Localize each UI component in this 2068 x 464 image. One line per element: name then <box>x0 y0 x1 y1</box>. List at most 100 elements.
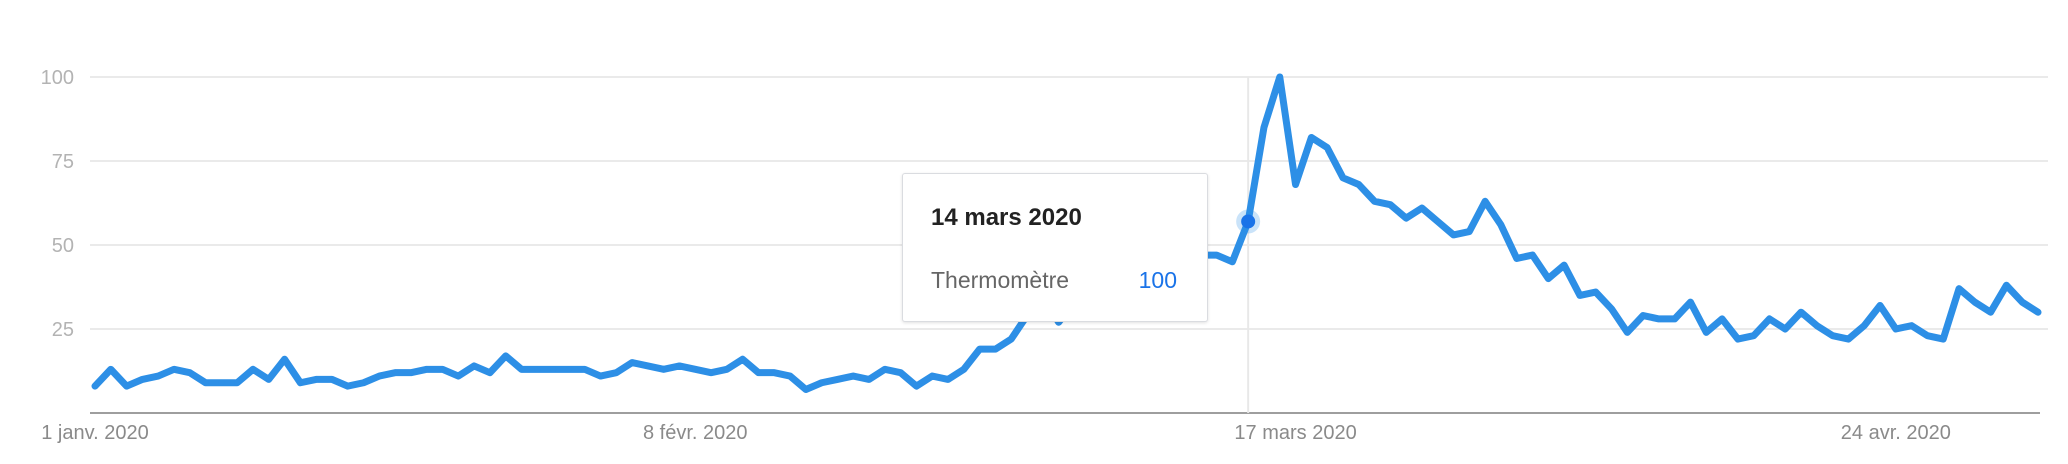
data-point <box>1355 181 1362 188</box>
data-point <box>170 366 177 373</box>
data-point <box>739 356 746 363</box>
data-point <box>676 362 683 369</box>
data-point <box>107 366 114 373</box>
data-point <box>1513 255 1520 262</box>
data-point <box>328 376 335 383</box>
data-point <box>881 366 888 373</box>
data-point <box>629 359 636 366</box>
data-point <box>1324 144 1331 151</box>
x-tick-label: 8 févr. 2020 <box>643 422 748 444</box>
data-point <box>202 379 209 386</box>
data-point <box>660 366 667 373</box>
data-point <box>976 346 983 353</box>
data-point <box>518 366 525 373</box>
data-point <box>945 376 952 383</box>
data-point <box>708 369 715 376</box>
data-point <box>534 366 541 373</box>
data-point <box>1908 322 1915 329</box>
data-point <box>581 366 588 373</box>
data-point <box>186 369 193 376</box>
data-point <box>1687 299 1694 306</box>
data-point <box>1387 201 1394 208</box>
data-point <box>597 373 604 380</box>
data-point <box>2019 299 2026 306</box>
y-tick-label: 25 <box>52 319 74 341</box>
tooltip: 14 mars 2020 Thermomètre 100 <box>902 173 1208 322</box>
data-point <box>692 366 699 373</box>
data-point <box>139 376 146 383</box>
data-point <box>644 362 651 369</box>
data-point <box>439 366 446 373</box>
data-point <box>755 369 762 376</box>
data-point <box>1229 258 1236 265</box>
y-tick-label: 75 <box>52 151 74 173</box>
data-point <box>802 386 809 393</box>
data-point <box>1608 305 1615 312</box>
data-point <box>1545 275 1552 282</box>
data-point <box>123 383 130 390</box>
x-tick-label: 1 janv. 2020 <box>41 422 149 444</box>
data-point <box>1624 329 1631 336</box>
tooltip-series-name: Thermomètre <box>931 267 1070 293</box>
data-point <box>376 373 383 380</box>
data-point <box>929 373 936 380</box>
hover-point[interactable] <box>1241 214 1256 229</box>
data-point <box>1861 322 1868 329</box>
data-point <box>297 379 304 386</box>
tooltip-date: 14 mars 2020 <box>931 204 1082 231</box>
data-point <box>92 383 98 390</box>
data-point <box>1561 262 1568 269</box>
data-point <box>913 383 920 390</box>
data-point <box>1482 198 1489 205</box>
data-point <box>313 376 320 383</box>
data-point <box>1640 312 1647 319</box>
data-point <box>1466 228 1473 235</box>
data-point <box>818 379 825 386</box>
data-point <box>992 346 999 353</box>
tooltip-value: 100 <box>1138 267 1177 293</box>
data-point <box>565 366 572 373</box>
y-tick-label: 50 <box>52 235 74 257</box>
data-point <box>1529 252 1536 259</box>
data-point <box>502 352 509 359</box>
data-point <box>1592 289 1599 296</box>
data-point <box>1276 74 1283 80</box>
data-point <box>1418 205 1425 212</box>
data-point <box>407 369 414 376</box>
data-point <box>471 362 478 369</box>
data-point <box>155 373 162 380</box>
data-point <box>1892 326 1899 332</box>
data-point <box>1450 231 1457 238</box>
data-point <box>1403 215 1410 222</box>
data-point <box>723 366 730 373</box>
x-axis-tick-labels: 1 janv. 2020 8 févr. 2020 17 mars 2020 24 a… <box>41 422 1951 444</box>
data-point <box>265 376 272 383</box>
data-point <box>1924 332 1931 339</box>
data-point <box>1782 326 1789 332</box>
data-point <box>2035 309 2041 316</box>
data-point <box>1671 315 1678 322</box>
data-point <box>360 379 367 386</box>
data-point <box>1308 134 1315 141</box>
data-point <box>1008 336 1015 343</box>
data-point <box>787 373 794 380</box>
data-point <box>1987 309 1994 316</box>
data-point <box>834 376 841 383</box>
data-point <box>1434 218 1441 225</box>
data-point <box>1877 302 1884 309</box>
data-point <box>2003 282 2010 289</box>
data-point <box>1971 299 1978 306</box>
x-tick-label: 24 avr. 2020 <box>1841 422 1951 444</box>
data-point <box>1371 198 1378 205</box>
data-point <box>1956 285 1963 292</box>
data-point <box>1497 221 1504 228</box>
data-point <box>455 373 462 380</box>
data-point <box>1339 174 1346 181</box>
data-point <box>771 369 778 376</box>
data-point <box>1734 336 1741 343</box>
data-point <box>1576 292 1583 299</box>
data-point <box>550 366 557 373</box>
data-point <box>1813 322 1820 329</box>
data-point <box>613 369 620 376</box>
data-point <box>1798 309 1805 316</box>
